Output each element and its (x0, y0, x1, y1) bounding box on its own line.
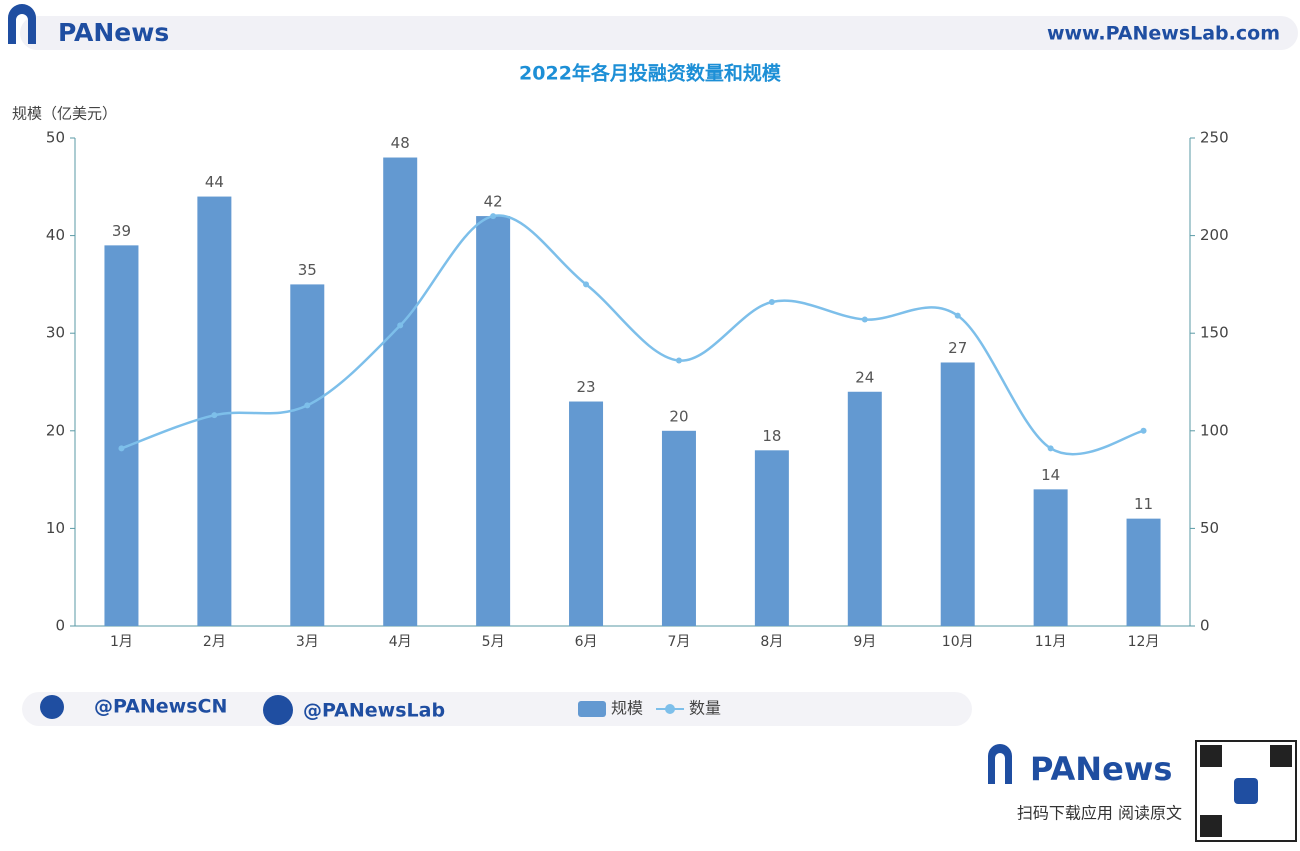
y2-tick-label: 250 (1200, 129, 1229, 147)
x-tick-label: 8月 (760, 634, 783, 650)
facebook-handle: @PANewsLab (303, 700, 445, 722)
bar-value-label: 24 (855, 368, 874, 386)
bar-value-label: 44 (205, 173, 224, 191)
bar-value-label: 23 (576, 378, 595, 396)
bar-value-label: 14 (1041, 466, 1060, 484)
x-tick-label: 10月 (942, 634, 974, 650)
bar-value-label: 11 (1134, 495, 1153, 513)
y2-tick-label: 50 (1200, 519, 1219, 537)
x-tick-label: 9月 (853, 634, 876, 650)
x-tick-label: 4月 (389, 634, 412, 650)
y2-tick-label: 150 (1200, 324, 1229, 342)
line-point (768, 298, 775, 305)
bar-value-label: 48 (391, 134, 410, 152)
y-tick-label: 0 (55, 617, 65, 635)
y-tick-label: 20 (46, 421, 65, 439)
bar-value-label: 27 (948, 339, 967, 357)
legend-swatch (578, 701, 606, 717)
line-point (583, 281, 590, 288)
header-bar (20, 16, 1298, 50)
x-tick-label: 12月 (1128, 634, 1160, 650)
facebook-icon (263, 695, 293, 725)
x-tick-label: 3月 (296, 634, 319, 650)
line-point (118, 445, 125, 452)
y-tick-label: 40 (46, 226, 65, 244)
bar (290, 284, 325, 626)
bar (1126, 518, 1161, 626)
legend-label: 规模 (611, 699, 643, 718)
bar-value-label: 20 (669, 407, 688, 425)
line-point (675, 357, 682, 364)
legend-label: 数量 (689, 699, 721, 718)
bar (1033, 489, 1068, 626)
y-tick-label: 50 (46, 129, 65, 147)
x-tick-label: 2月 (203, 634, 226, 650)
footer-logo: PANews (1030, 750, 1172, 788)
bar (847, 391, 882, 626)
line-point (211, 412, 218, 419)
x-tick-label: 1月 (110, 634, 133, 650)
qr-logo (1234, 778, 1258, 804)
bar-value-label: 18 (762, 427, 781, 445)
y2-tick-label: 100 (1200, 421, 1229, 439)
bar (569, 401, 604, 626)
line-point (861, 316, 868, 323)
logo-text: PANews (58, 18, 169, 47)
line-point (304, 402, 311, 409)
footer-caption: 扫码下载应用 阅读原文 (1017, 804, 1182, 823)
legend-swatch (665, 704, 675, 714)
line-point (1047, 445, 1054, 452)
twitter-icon (40, 695, 64, 719)
site-url: www.PANewsLab.com (1047, 23, 1280, 45)
x-tick-label: 7月 (667, 634, 690, 650)
bar-value-label: 35 (298, 261, 317, 279)
y-tick-label: 30 (46, 324, 65, 342)
qr-corner (1200, 815, 1222, 837)
bar-value-label: 39 (112, 222, 131, 240)
footer-logo-icon (988, 744, 1012, 784)
bar (197, 196, 232, 626)
bar (383, 157, 418, 626)
logo-icon (8, 4, 36, 44)
bar (476, 216, 511, 626)
y2-tick-label: 0 (1200, 617, 1210, 635)
bar (754, 450, 789, 626)
bar-value-label: 42 (484, 193, 503, 211)
chart-title: 2022年各月投融资数量和规模 (519, 62, 782, 85)
line-point (1140, 427, 1147, 434)
social-bar (22, 692, 972, 726)
y-tick-label: 10 (46, 519, 65, 537)
qr-corner (1270, 745, 1292, 767)
line (121, 214, 1144, 456)
x-tick-label: 5月 (482, 634, 505, 650)
x-tick-label: 6月 (575, 634, 598, 650)
x-tick-label: 11月 (1035, 634, 1067, 650)
line-point (954, 312, 961, 319)
line-point (490, 213, 497, 220)
y2-tick-label: 200 (1200, 226, 1229, 244)
y-axis-label: 规模（亿美元） (12, 105, 117, 123)
qr-corner (1200, 745, 1222, 767)
twitter-handle: @PANewsCN (94, 696, 227, 718)
bar (940, 362, 975, 626)
bar (104, 245, 139, 627)
bar (661, 430, 696, 626)
line-point (397, 322, 404, 329)
